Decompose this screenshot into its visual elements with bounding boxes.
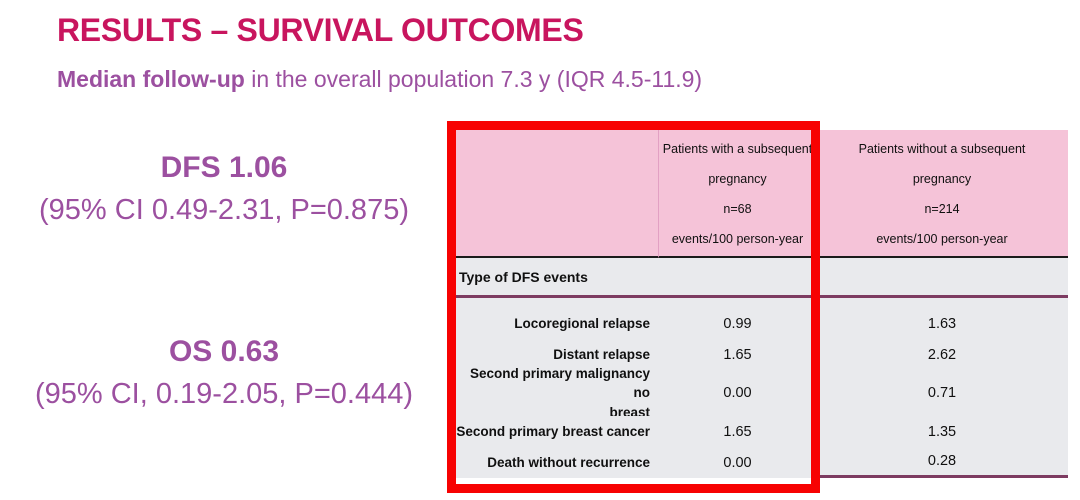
row-value-with: 0.00 [659,447,816,478]
row-value-with: 0.00 [659,370,816,416]
os-headline: OS 0.63 [168,335,280,368]
subtitle-rest: in the overall population 7.3 y (IQR 4.5… [244,66,703,92]
header-with-pregnancy: Patients with a subsequent pregnancy n=6… [659,130,816,258]
section-header-spacer [816,258,1068,298]
dfs-confidence-interval: (95% CI 0.49-2.31, P=0.875) [39,194,409,226]
row-value-without: 0.71 [816,370,1068,416]
row-value-with: 1.65 [659,416,816,447]
header-empty-cell [456,130,659,258]
row-value-without: 1.63 [816,308,1068,339]
row-value-without: 2.62 [816,339,1068,370]
dfs-events-table: Patients with a subsequent pregnancy n=6… [456,130,1068,478]
row-label: Death without recurrence [456,447,659,478]
dfs-result-block: DFS 1.06 (95% CI 0.49-2.31, P=0.875) [0,147,448,231]
dfs-headline: DFS 1.06 [160,151,288,184]
row-value-with: 1.65 [659,339,816,370]
page-title: RESULTS – SURVIVAL OUTCOMES [57,12,584,48]
body-top-spacer [456,298,1068,308]
highlight-box [447,121,820,493]
header-without-pregnancy: Patients without a subsequent pregnancy … [816,130,1068,258]
row-value-without: 0.28 [816,447,1068,478]
row-label: Second primary breast cancer [456,416,659,447]
row-label: Distant relapse [456,339,659,370]
os-result-block: OS 0.63 (95% CI, 0.19-2.05, P=0.444) [0,331,448,415]
row-value-with: 0.99 [659,308,816,339]
row-value-without: 1.35 [816,416,1068,447]
row-label: Locoregional relapse [456,308,659,339]
os-confidence-interval: (95% CI, 0.19-2.05, P=0.444) [34,378,414,410]
row-label: Second primary malignancy no breast [456,366,659,420]
subtitle: Median follow-up in the overall populati… [57,66,702,93]
subtitle-emphasis: Median follow-up [57,66,245,92]
section-header-type-of-dfs-events: Type of DFS events [456,258,816,298]
